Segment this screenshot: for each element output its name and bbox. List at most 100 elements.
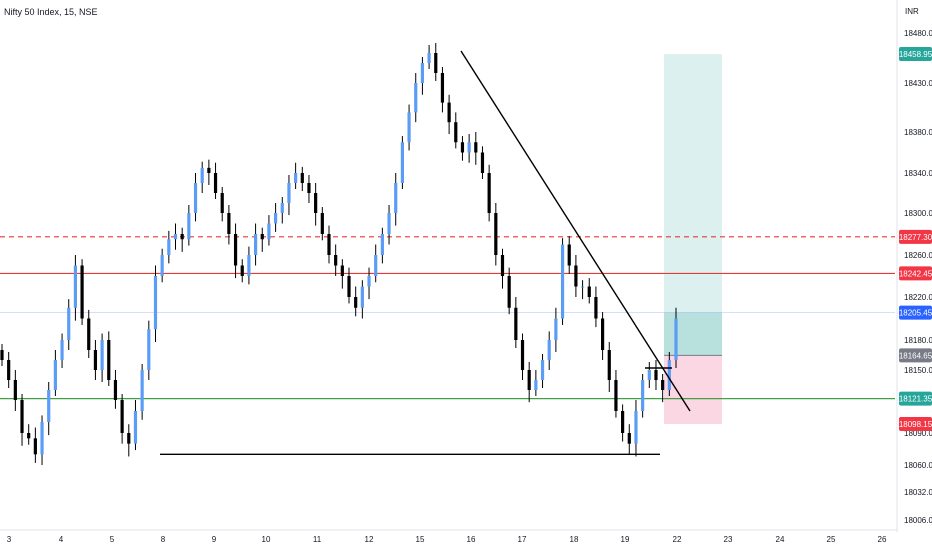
candle-body [220,193,224,213]
candle-body [287,183,291,203]
candle-body [20,400,24,433]
candle-body [127,433,131,444]
candle-body [667,360,671,390]
y-tick-label: 18150.00 [904,366,932,375]
stop-zone [664,355,722,425]
candle-body [167,239,171,255]
candle-body [0,350,4,360]
candle-body [654,370,658,380]
x-tick-label: 11 [313,535,322,544]
candle-body [27,433,31,439]
trendlines [160,50,691,456]
candle-body [354,297,358,308]
candle-body [334,255,338,266]
y-tick-label: 18300.00 [904,209,932,218]
candle-body [447,102,451,123]
target-zone [664,54,722,356]
y-tick-label: 18060.00 [904,461,932,470]
candle-body [147,329,151,370]
candle-body [494,213,498,255]
candle-body [200,167,204,183]
x-tick-label: 25 [827,535,836,544]
candle-body [627,433,631,444]
candle-body [347,276,351,297]
x-tick-label: 3 [7,535,12,544]
currency-label: INR [905,7,919,16]
candle-body [400,142,404,183]
x-tick-label: 22 [673,535,682,544]
candle-body [107,340,111,380]
y-tick-label: 18480.00 [904,29,932,38]
candle-body [327,234,331,255]
x-tick-label: 15 [416,535,425,544]
x-tick-label: 19 [621,535,630,544]
candle-body [560,244,565,319]
y-tick-label: 18380.00 [904,128,932,137]
candle-body [500,255,505,276]
candle-body [621,411,625,433]
candle-body [7,360,11,380]
candle-body [73,265,78,308]
candle-body [320,213,324,234]
candle-body [53,360,57,390]
candle-body [93,350,98,370]
candle-body [507,276,511,308]
price-badge [899,391,932,406]
candle-body [367,276,371,287]
horizontal-levels [0,236,895,400]
candle-body [294,173,298,183]
candle-body [360,286,364,308]
x-tick-label: 23 [724,535,733,544]
candle-body [314,193,318,213]
candle-body [460,142,465,153]
x-axis: 3 4 5 8 9 10 11 12 15 16 17 18 19 22 23 24 25 26 [0,529,897,544]
candle-body [607,350,611,380]
x-tick-label: 18 [570,535,579,544]
candle-body [514,307,518,340]
candle-body [300,173,304,183]
candle-body [213,173,218,193]
candle-body [133,411,138,444]
price-badge-label: 18164.65 [899,351,932,360]
candle-body [540,360,545,380]
descending-trendline [460,50,691,412]
x-tick-label: 26 [878,535,887,544]
chart-title: Nifty 50 Index, 15, NSE [4,7,98,17]
price-badge [899,266,932,281]
candle-body [614,380,618,411]
candle-body [140,370,144,411]
price-badge-label: 18121.35 [899,395,932,404]
price-badge [899,47,932,62]
y-tick-label: 18340.00 [904,169,932,178]
candle-body [207,167,211,173]
candle-body [420,63,425,83]
candle-body [661,380,665,390]
x-tick-label: 5 [110,535,115,544]
price-badge [899,305,932,320]
y-tick-label: 18430.00 [904,79,932,88]
candle-body [47,390,51,422]
candle-body [527,370,531,390]
x-tick-label: 24 [776,535,785,544]
x-tick-label: 10 [262,535,271,544]
candle-body [40,422,44,455]
price-badge-label: 18098.15 [899,420,932,429]
candle-body [580,286,585,288]
candle-body [454,122,458,143]
candle-body [307,183,311,193]
candle-body [260,234,264,240]
x-tick-label: 12 [365,535,374,544]
candle-body [160,255,164,276]
candle-body [374,255,378,276]
price-badge [899,229,932,244]
candle-body [534,380,538,390]
candle-body [600,318,605,350]
candle-body [340,265,344,276]
candle-body [467,142,471,153]
candle-body [233,234,238,266]
candle-body [173,234,178,240]
candle-body [394,183,398,213]
candle-body [480,152,485,173]
candle-body [434,53,438,73]
